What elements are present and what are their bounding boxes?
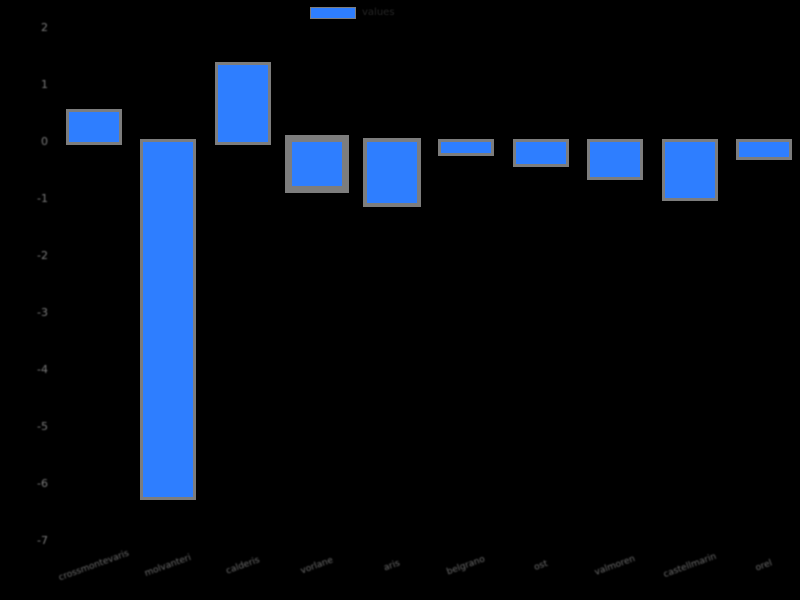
- y-tick-label: -3: [37, 306, 48, 319]
- x-tick-label: orel: [754, 558, 774, 574]
- x-tick-label: vorlane: [299, 555, 335, 577]
- x-tick-label: aris: [382, 558, 401, 574]
- bar-fill: [292, 142, 342, 187]
- bar-fill: [143, 142, 193, 498]
- bar: [661, 139, 718, 202]
- x-tick-label: valmoren: [593, 554, 637, 578]
- bar-fill: [441, 142, 491, 153]
- x-tick-label: castellmarin: [661, 551, 718, 581]
- y-tick-label: -4: [37, 363, 48, 376]
- bar: [140, 139, 196, 501]
- bar-fill: [739, 142, 789, 157]
- bar: [438, 139, 494, 156]
- bar-fill: [664, 142, 715, 199]
- bar: [214, 62, 271, 145]
- y-tick-label: 2: [41, 21, 48, 34]
- y-tick-label: -2: [37, 249, 48, 262]
- bar-fill: [217, 65, 268, 142]
- legend-swatch: [310, 7, 356, 19]
- bar: [512, 139, 569, 167]
- bar-fill: [515, 142, 566, 164]
- bar-fill: [590, 142, 640, 177]
- y-tick-label: -7: [37, 534, 48, 547]
- x-tick-label: molvanteri: [143, 552, 193, 580]
- bar-fill: [366, 142, 417, 203]
- x-tick-label: ost: [532, 558, 549, 574]
- y-tick-label: -6: [37, 477, 48, 490]
- bar: [65, 108, 122, 145]
- bar: [285, 135, 349, 194]
- bar-fill: [68, 111, 119, 142]
- y-tick-label: -5: [37, 420, 48, 433]
- bar: [587, 139, 643, 180]
- y-tick-label: 0: [41, 135, 48, 148]
- x-tick-label: crossmontevaris: [56, 548, 131, 584]
- bar: [362, 138, 421, 207]
- y-tick-label: 1: [41, 78, 48, 91]
- x-tick-label: calderis: [224, 555, 261, 577]
- legend-label: values: [362, 7, 395, 18]
- x-tick-label: belgrano: [445, 554, 487, 578]
- y-tick-label: -1: [37, 192, 48, 205]
- bar: [736, 139, 792, 160]
